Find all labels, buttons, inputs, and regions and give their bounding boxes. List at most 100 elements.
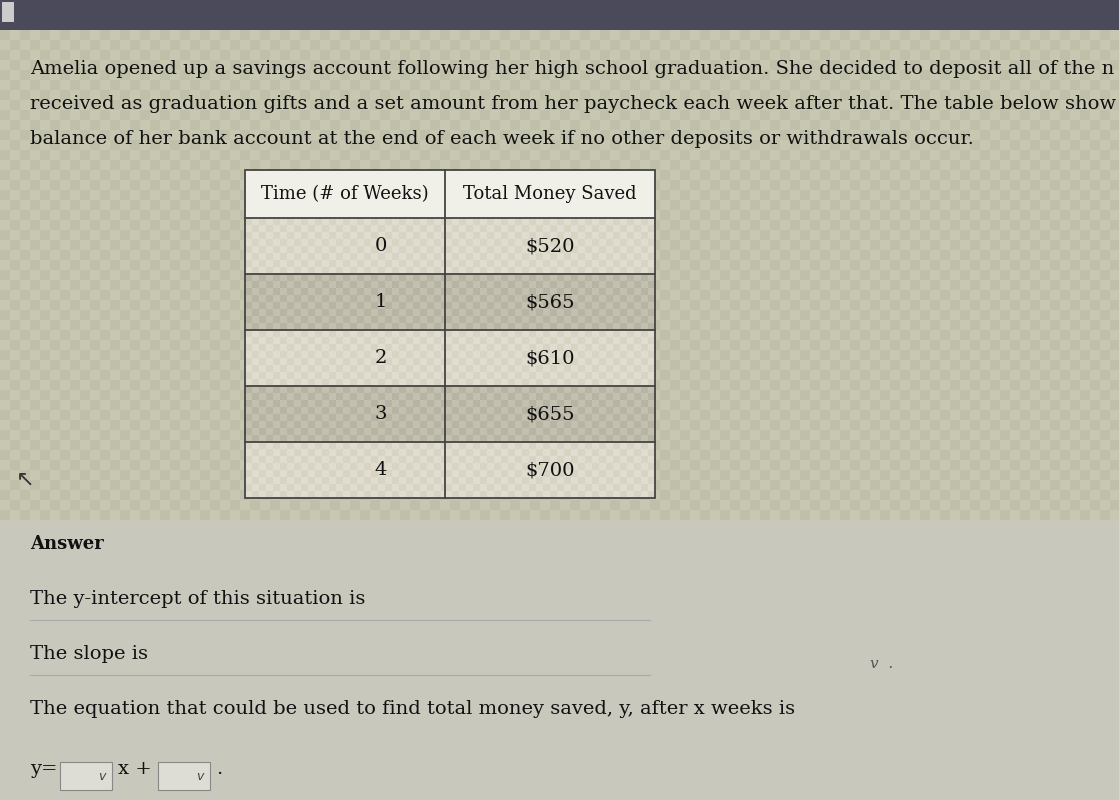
Bar — [329, 351, 336, 358]
Bar — [350, 350, 360, 360]
Bar — [810, 780, 820, 790]
Bar — [459, 386, 466, 393]
Bar — [430, 630, 440, 640]
Bar — [430, 720, 440, 730]
Bar — [170, 360, 180, 370]
Bar — [290, 720, 300, 730]
Bar — [466, 379, 473, 386]
Bar — [40, 690, 50, 700]
Bar — [980, 200, 990, 210]
Bar — [579, 435, 585, 442]
Bar — [830, 490, 840, 500]
Bar — [500, 760, 510, 770]
Bar — [627, 295, 634, 302]
Bar — [190, 780, 200, 790]
Bar — [660, 640, 670, 650]
Bar — [60, 400, 70, 410]
Bar — [570, 590, 580, 600]
Bar — [110, 710, 120, 720]
Bar — [850, 330, 861, 340]
Bar — [180, 220, 190, 230]
Bar — [60, 390, 70, 400]
Bar — [120, 660, 130, 670]
Bar — [360, 700, 370, 710]
Bar — [391, 520, 399, 530]
Bar — [239, 650, 250, 660]
Bar — [880, 230, 890, 240]
Bar — [260, 60, 270, 70]
Bar — [170, 670, 180, 680]
Bar — [250, 650, 260, 660]
Bar — [1110, 530, 1119, 540]
Bar — [340, 160, 350, 170]
Bar — [440, 210, 450, 220]
Bar — [340, 560, 350, 570]
Bar — [130, 510, 140, 520]
Bar — [627, 449, 634, 456]
Bar — [1070, 690, 1080, 700]
Bar — [760, 650, 770, 660]
Bar — [280, 449, 286, 456]
Bar — [60, 570, 70, 580]
Bar — [372, 414, 378, 421]
Bar — [280, 40, 290, 50]
Bar — [1040, 510, 1050, 520]
Bar — [406, 484, 413, 491]
Bar — [880, 250, 890, 260]
Bar — [210, 780, 220, 790]
Bar — [592, 379, 599, 386]
Bar — [630, 280, 640, 290]
Bar — [920, 210, 930, 220]
Bar — [280, 60, 290, 70]
Bar — [340, 350, 350, 360]
Bar — [861, 100, 869, 110]
Bar — [320, 580, 330, 590]
Bar — [250, 250, 260, 260]
Bar — [810, 500, 820, 510]
Bar — [460, 680, 470, 690]
Bar — [452, 344, 459, 351]
Bar — [800, 490, 810, 500]
Bar — [391, 50, 399, 60]
Bar — [1110, 270, 1119, 280]
Bar — [0, 640, 10, 650]
Bar — [340, 430, 350, 440]
Bar — [750, 530, 760, 540]
Bar — [413, 260, 420, 267]
Bar — [960, 600, 970, 610]
Bar — [40, 630, 50, 640]
Bar — [310, 160, 320, 170]
Bar — [720, 470, 730, 480]
Bar — [850, 590, 861, 600]
Bar — [1100, 590, 1110, 600]
Bar — [250, 170, 260, 180]
Bar — [980, 630, 990, 640]
Bar — [790, 160, 800, 170]
Bar — [370, 260, 380, 270]
Bar — [529, 435, 536, 442]
Bar — [960, 550, 970, 560]
Bar — [79, 490, 90, 500]
Bar — [370, 660, 380, 670]
Bar — [680, 630, 690, 640]
Bar — [350, 337, 357, 344]
Bar — [200, 780, 210, 790]
Bar — [300, 310, 310, 320]
Bar — [1010, 260, 1021, 270]
Bar — [280, 580, 290, 590]
Bar — [780, 630, 790, 640]
Bar — [840, 200, 850, 210]
Bar — [869, 630, 880, 640]
Bar — [300, 320, 310, 330]
Bar — [900, 40, 910, 50]
Bar — [231, 70, 239, 80]
Bar — [250, 220, 260, 230]
Bar — [592, 302, 599, 309]
Bar — [500, 400, 510, 410]
Bar — [680, 650, 690, 660]
Bar — [160, 30, 170, 40]
Bar — [239, 260, 250, 270]
Bar — [650, 450, 660, 460]
Bar — [770, 310, 780, 320]
Bar — [90, 650, 100, 660]
